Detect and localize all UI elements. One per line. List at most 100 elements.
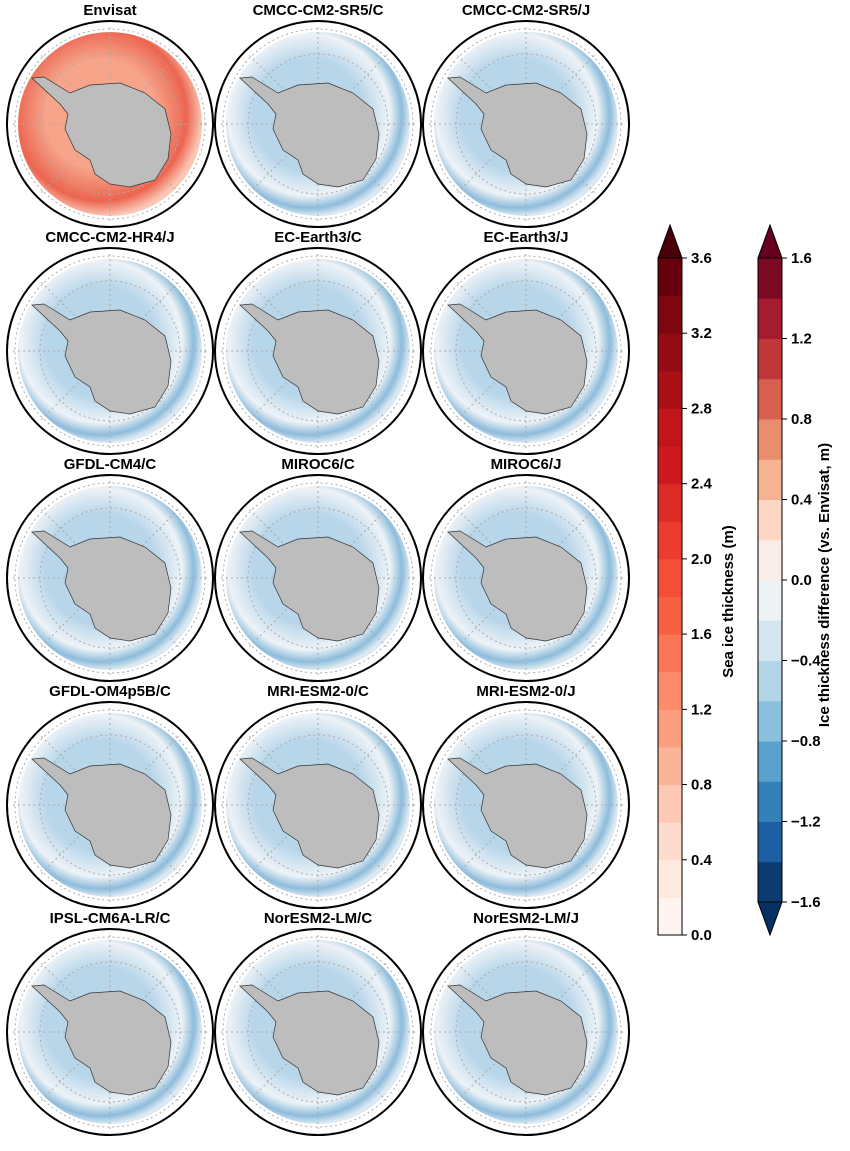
tick-label: 0.4 (791, 492, 813, 509)
panel-title: IPSL-CM6A-LR/C (50, 910, 171, 927)
panel-title: MRI-ESM2-0/J (476, 683, 575, 700)
antarctica (31, 984, 172, 1096)
antarctica (31, 757, 172, 869)
tick-label: 0.0 (691, 927, 712, 944)
grid-meridian (454, 375, 502, 423)
extend-min (757, 901, 783, 937)
color-level (658, 370, 682, 409)
panel-title: CMCC-CM2-SR5/J (462, 2, 590, 19)
color-level (758, 620, 782, 661)
panel-title: NorESM2-LM/J (473, 910, 579, 927)
tick-label: 0.8 (691, 777, 712, 794)
color-level (658, 634, 682, 673)
map (6, 247, 214, 455)
panel-title: MRI-ESM2-0/C (267, 683, 369, 700)
grid-meridian (454, 148, 502, 196)
grid-meridian (38, 829, 86, 877)
grid-meridian (38, 602, 86, 650)
color-level (658, 596, 682, 635)
tick-label: 1.6 (691, 626, 712, 643)
tick-label: 0.4 (691, 852, 713, 869)
grid-meridian (38, 1056, 86, 1104)
panel-title: CMCC-CM2-SR5/C (253, 2, 384, 19)
antarctica (31, 530, 172, 642)
panel-title: CMCC-CM2-HR4/J (45, 229, 174, 246)
panel-title: MIROC6/C (281, 456, 355, 473)
color-level (758, 821, 782, 863)
antarctica (447, 984, 588, 1096)
color-level (758, 419, 782, 460)
colorbar-frame (657, 257, 683, 936)
tick-label: 0.8 (791, 411, 812, 428)
color-level (758, 580, 782, 621)
color-level (658, 709, 682, 748)
color-level (758, 781, 782, 822)
panel-title: GFDL-CM4/C (64, 456, 157, 473)
color-level (658, 333, 682, 372)
color-level (758, 861, 782, 903)
panel-title: NorESM2-LM/C (264, 910, 373, 927)
color-level (758, 298, 782, 339)
grid-meridian (454, 1056, 502, 1104)
map (422, 928, 630, 1136)
tick-label: −1.6 (791, 894, 821, 911)
map (422, 474, 630, 682)
map (6, 20, 214, 228)
antarctica (447, 76, 588, 188)
tick-label: −0.4 (791, 653, 821, 670)
grid-meridian (246, 829, 294, 877)
grid-meridian (246, 1056, 294, 1104)
color-level (758, 700, 782, 742)
grid-meridian (38, 148, 86, 196)
antarctica (447, 757, 588, 869)
panel-title: MIROC6/J (491, 456, 562, 473)
color-level (758, 660, 782, 702)
grid-meridian (38, 375, 86, 423)
tick-label: 2.8 (691, 400, 712, 417)
color-level (758, 378, 782, 420)
antarctica (239, 757, 380, 869)
map (6, 928, 214, 1136)
colorbar-label: Ice thickness difference (vs. Envisat, m… (816, 443, 833, 727)
antarctica (447, 303, 588, 415)
map (422, 20, 630, 228)
antarctica (447, 530, 588, 642)
color-level (758, 539, 782, 581)
panel-title: GFDL-OM4p5B/C (49, 683, 171, 700)
color-level (758, 499, 782, 541)
antarctica (31, 303, 172, 415)
map (214, 928, 422, 1136)
map (214, 247, 422, 455)
panel-title: Envisat (83, 2, 136, 19)
color-level (658, 671, 682, 710)
extend-max (657, 223, 683, 259)
color-level (758, 258, 782, 299)
color-level (658, 483, 682, 522)
grid-meridian (246, 148, 294, 196)
map (214, 20, 422, 228)
map (214, 701, 422, 909)
color-level (658, 295, 682, 334)
map (6, 474, 214, 682)
panel-title: EC-Earth3/J (483, 229, 568, 246)
color-level (658, 746, 682, 786)
antarctica (239, 76, 380, 188)
tick-label: 0.0 (791, 572, 812, 589)
color-level (658, 859, 682, 898)
color-level (658, 822, 682, 861)
tick-label: 2.0 (691, 551, 712, 568)
tick-label: 3.2 (691, 325, 712, 342)
grid-meridian (246, 375, 294, 423)
tick-label: 1.2 (791, 331, 812, 348)
tick-label: 1.2 (691, 701, 712, 718)
map (214, 474, 422, 682)
panel-title: EC-Earth3/C (274, 229, 362, 246)
tick-label: 1.6 (791, 250, 812, 267)
color-level (758, 338, 782, 380)
color-level (658, 558, 682, 597)
tick-label: 3.6 (691, 250, 712, 267)
grid-meridian (454, 829, 502, 877)
tick-label: −0.8 (791, 733, 821, 750)
color-level (658, 521, 682, 560)
antarctica (239, 303, 380, 415)
